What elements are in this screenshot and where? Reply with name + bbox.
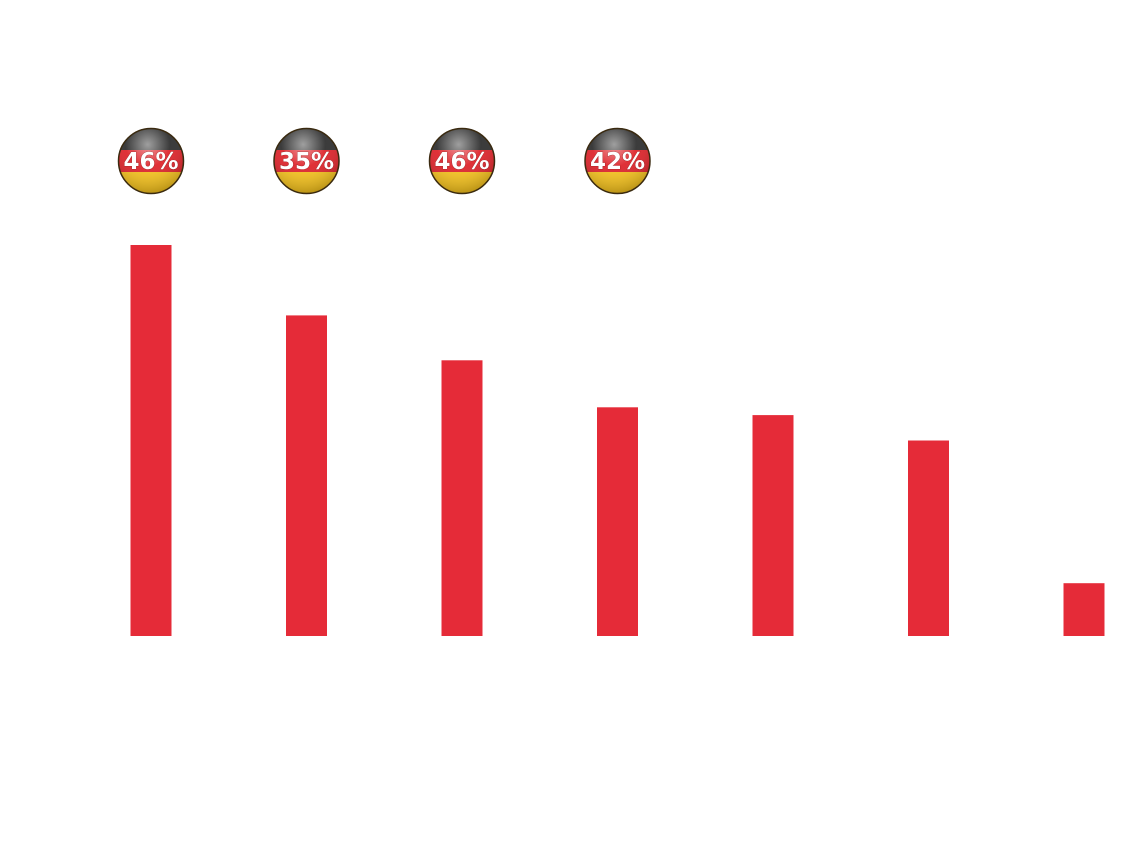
bar-5 xyxy=(752,415,794,636)
badge-3: 46% xyxy=(428,127,496,195)
badge-4: 42% xyxy=(584,127,651,195)
badge-label-1: 46% xyxy=(123,149,178,175)
bar-4 xyxy=(597,407,638,636)
badge-2: 35% xyxy=(273,127,340,195)
bar-2 xyxy=(286,315,327,636)
bar-1 xyxy=(130,245,172,636)
bar-6 xyxy=(908,440,949,636)
badges-layer: 46% 35% 46% 42% xyxy=(117,127,651,195)
badge-label-3: 46% xyxy=(434,149,489,175)
badge-label-2: 35% xyxy=(279,149,334,175)
badge-label-4: 42% xyxy=(590,149,645,175)
bar-3 xyxy=(441,360,483,636)
badge-1: 46% xyxy=(117,127,185,195)
bar-7 xyxy=(1063,583,1105,636)
bars-layer xyxy=(130,245,1105,636)
